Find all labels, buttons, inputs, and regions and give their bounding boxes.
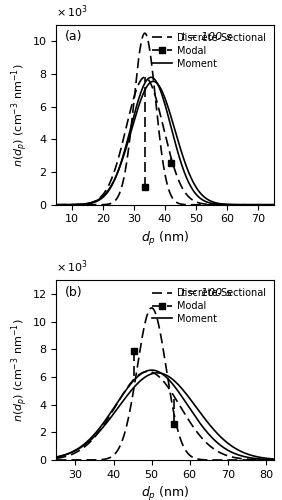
Y-axis label: $n(d_p)$ (cm$^{-3}$ nm$^{-1}$): $n(d_p)$ (cm$^{-3}$ nm$^{-1}$) (9, 63, 30, 166)
Legend: Discrete-Sectional, Modal, Moment: Discrete-Sectional, Modal, Moment (149, 285, 269, 327)
Text: $\times\,10^3$: $\times\,10^3$ (56, 258, 88, 275)
Text: $t$ = 100 s: $t$ = 100 s (180, 286, 233, 298)
Y-axis label: $n(d_p)$ (cm$^{-3}$ nm$^{-1}$): $n(d_p)$ (cm$^{-3}$ nm$^{-1}$) (9, 318, 30, 422)
Text: (a): (a) (65, 30, 83, 44)
Text: $t$ = 100 s: $t$ = 100 s (180, 30, 233, 42)
X-axis label: $d_p$ (nm): $d_p$ (nm) (141, 230, 189, 248)
Legend: Discrete-Sectional, Modal, Moment: Discrete-Sectional, Modal, Moment (149, 30, 269, 72)
X-axis label: $d_p$ (nm): $d_p$ (nm) (141, 486, 189, 500)
Text: $\times\,10^3$: $\times\,10^3$ (56, 3, 88, 20)
Text: (b): (b) (65, 286, 83, 298)
